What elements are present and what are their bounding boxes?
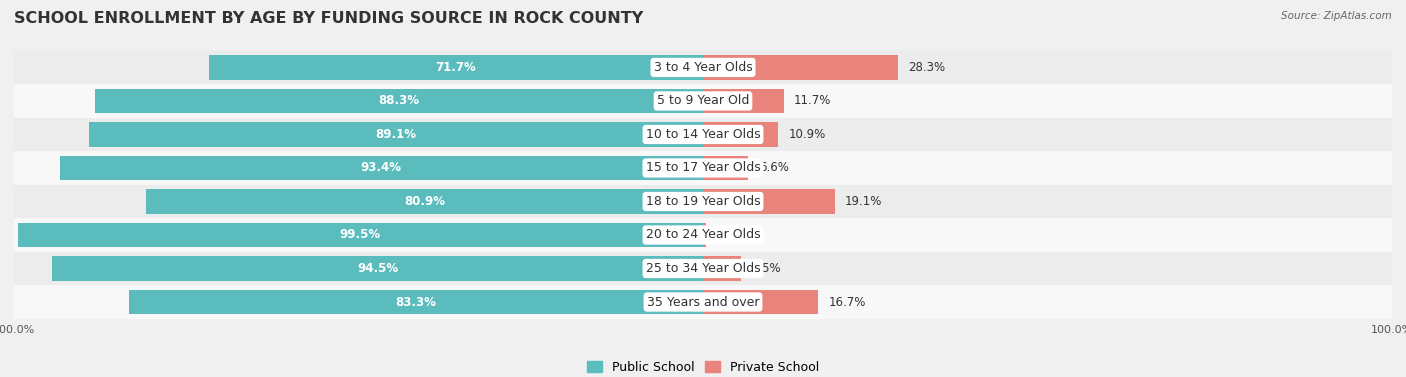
Text: 15 to 17 Year Olds: 15 to 17 Year Olds — [645, 161, 761, 175]
Bar — [14, 185, 1392, 218]
Bar — [703, 189, 835, 213]
Text: 71.7%: 71.7% — [436, 61, 477, 74]
Text: 10 to 14 Year Olds: 10 to 14 Year Olds — [645, 128, 761, 141]
Bar — [703, 123, 778, 147]
Text: SCHOOL ENROLLMENT BY AGE BY FUNDING SOURCE IN ROCK COUNTY: SCHOOL ENROLLMENT BY AGE BY FUNDING SOUR… — [14, 11, 644, 26]
Text: 11.7%: 11.7% — [794, 95, 831, 107]
Text: 83.3%: 83.3% — [395, 296, 436, 308]
Text: 93.4%: 93.4% — [361, 161, 402, 175]
Text: 20 to 24 Year Olds: 20 to 24 Year Olds — [645, 228, 761, 242]
Text: 19.1%: 19.1% — [845, 195, 883, 208]
Text: 80.9%: 80.9% — [404, 195, 444, 208]
Bar — [146, 189, 703, 213]
Text: 16.7%: 16.7% — [828, 296, 866, 308]
Bar — [14, 118, 1392, 151]
Text: 18 to 19 Year Olds: 18 to 19 Year Olds — [645, 195, 761, 208]
Bar — [703, 223, 706, 247]
Text: 5.5%: 5.5% — [751, 262, 780, 275]
Text: 89.1%: 89.1% — [375, 128, 416, 141]
Text: 88.3%: 88.3% — [378, 95, 419, 107]
Text: Source: ZipAtlas.com: Source: ZipAtlas.com — [1281, 11, 1392, 21]
Bar — [14, 51, 1392, 84]
Bar — [209, 55, 703, 80]
Text: 3 to 4 Year Olds: 3 to 4 Year Olds — [654, 61, 752, 74]
Text: 28.3%: 28.3% — [908, 61, 945, 74]
Text: 94.5%: 94.5% — [357, 262, 398, 275]
Bar — [703, 256, 741, 280]
Bar — [703, 290, 818, 314]
Bar — [94, 89, 703, 113]
Bar — [703, 55, 898, 80]
Bar — [129, 290, 703, 314]
Text: 6.6%: 6.6% — [759, 161, 789, 175]
Bar — [14, 84, 1392, 118]
Bar — [703, 156, 748, 180]
Bar — [703, 89, 783, 113]
Text: 0.47%: 0.47% — [717, 228, 754, 242]
Text: 5 to 9 Year Old: 5 to 9 Year Old — [657, 95, 749, 107]
Text: 10.9%: 10.9% — [789, 128, 825, 141]
Bar — [89, 123, 703, 147]
Bar — [59, 156, 703, 180]
Text: 25 to 34 Year Olds: 25 to 34 Year Olds — [645, 262, 761, 275]
Bar — [14, 285, 1392, 319]
Bar — [14, 151, 1392, 185]
Bar — [14, 218, 1392, 252]
Text: 99.5%: 99.5% — [340, 228, 381, 242]
Text: 35 Years and over: 35 Years and over — [647, 296, 759, 308]
Bar — [52, 256, 703, 280]
Bar — [14, 252, 1392, 285]
Legend: Public School, Private School: Public School, Private School — [588, 361, 818, 374]
Bar — [17, 223, 703, 247]
